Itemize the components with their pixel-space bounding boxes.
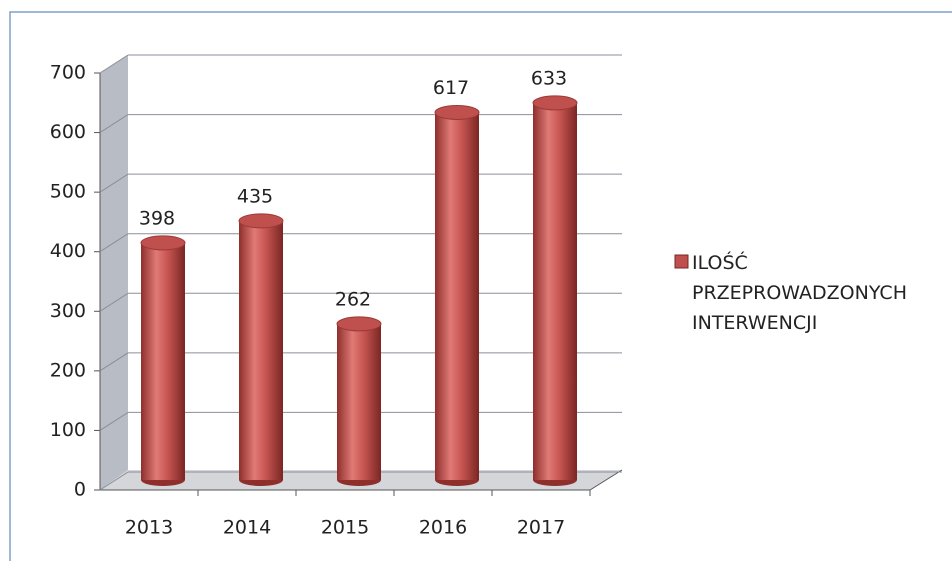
y-tick-label: 0	[74, 479, 86, 501]
bar-top	[532, 95, 578, 111]
y-tick-label: 100	[50, 419, 86, 441]
bar	[434, 104, 480, 486]
bar-top	[140, 235, 186, 251]
data-label: 633	[531, 67, 567, 89]
y-tick-label: 700	[50, 62, 86, 84]
x-tick-label: 2014	[223, 517, 271, 539]
grid-line-side	[99, 292, 129, 312]
bar	[336, 316, 382, 486]
grid-line-side	[99, 352, 129, 372]
bar-top	[336, 316, 382, 332]
bar	[140, 235, 186, 486]
y-tick-label: 300	[50, 300, 86, 322]
bar-body	[435, 112, 479, 481]
grid-line-side	[99, 114, 129, 133]
bar-body	[533, 102, 577, 481]
y-tick-label: 600	[50, 121, 86, 143]
grid-line-side	[99, 471, 129, 491]
grid-line-side	[99, 233, 129, 253]
bar-body	[239, 220, 283, 480]
x-tick-label: 2016	[419, 517, 467, 539]
floor-edge	[589, 469, 623, 491]
data-label: 617	[433, 77, 469, 99]
bar	[238, 213, 284, 486]
bar-top	[238, 213, 284, 229]
data-label: 262	[335, 288, 371, 310]
y-tick-label: 500	[50, 181, 86, 203]
frame	[9, 11, 952, 561]
bar-body	[337, 323, 381, 480]
grid-line-side	[99, 54, 129, 74]
data-label: 398	[139, 207, 175, 229]
data-label: 435	[237, 185, 273, 207]
grid-line-side	[99, 412, 129, 431]
x-tick-label: 2015	[321, 517, 369, 539]
legend-swatch	[674, 254, 689, 269]
bar-top	[434, 104, 480, 120]
bar-body	[141, 242, 185, 480]
x-tick-label: 2013	[125, 517, 173, 539]
y-tick-label: 200	[50, 359, 86, 381]
grid-line-side	[99, 173, 129, 193]
x-tick-label: 2017	[517, 517, 565, 539]
side-wall	[100, 55, 128, 490]
bar	[532, 95, 578, 486]
legend-label: ILOŚĆ PRZEPROWADZONYCH INTERWENCJI	[692, 252, 907, 334]
y-tick-label: 400	[50, 240, 86, 262]
